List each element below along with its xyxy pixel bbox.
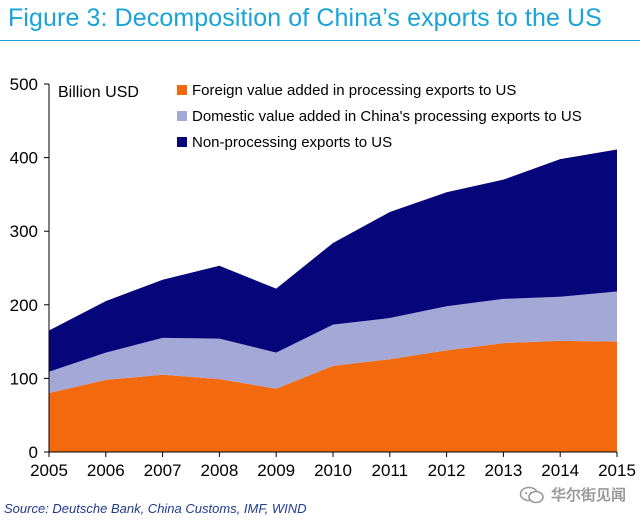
- wechat-icon: [519, 486, 544, 503]
- chart-title: Figure 3: Decomposition of China’s expor…: [8, 4, 602, 32]
- x-tick-label: 2013: [484, 461, 522, 480]
- x-tick-label: 2015: [598, 461, 636, 480]
- legend-swatch-2: [177, 111, 187, 121]
- x-tick-label: 2012: [428, 461, 466, 480]
- x-tick-label: 2010: [314, 461, 352, 480]
- x-tick-label: 2007: [144, 461, 182, 480]
- y-unit-label: Billion USD: [58, 84, 139, 101]
- y-tick-label: 500: [10, 75, 38, 94]
- x-tick-label: 2009: [257, 461, 295, 480]
- area-series-2: [49, 291, 617, 394]
- title-divider: [0, 40, 640, 41]
- x-tick-label: 2011: [372, 461, 409, 480]
- legend-swatch-3: [177, 137, 187, 147]
- source-note: Source: Deutsche Bank, China Customs, IM…: [4, 501, 307, 516]
- x-tick-label: 2014: [541, 461, 579, 480]
- legend-label-1: Foreign value added in processing export…: [192, 82, 516, 99]
- legend-swatch-1: [177, 85, 187, 95]
- area-series-3: [49, 149, 617, 372]
- x-tick-label: 2005: [30, 461, 68, 480]
- y-tick-label: 100: [10, 369, 38, 388]
- watermark: 华尔街见闻: [519, 484, 626, 505]
- area-series-1: [49, 340, 617, 452]
- y-tick-label: 300: [10, 222, 38, 241]
- legend-label-3: Non-processing exports to US: [192, 134, 392, 151]
- y-tick-label: 200: [10, 296, 38, 315]
- y-tick-label: 0: [29, 443, 38, 462]
- watermark-text: 华尔街见闻: [550, 487, 626, 504]
- x-tick-label: 2008: [200, 461, 238, 480]
- legend-label-2: Domestic value added in China's processi…: [192, 108, 582, 125]
- y-tick-label: 400: [10, 149, 38, 168]
- x-tick-label: 2006: [87, 461, 125, 480]
